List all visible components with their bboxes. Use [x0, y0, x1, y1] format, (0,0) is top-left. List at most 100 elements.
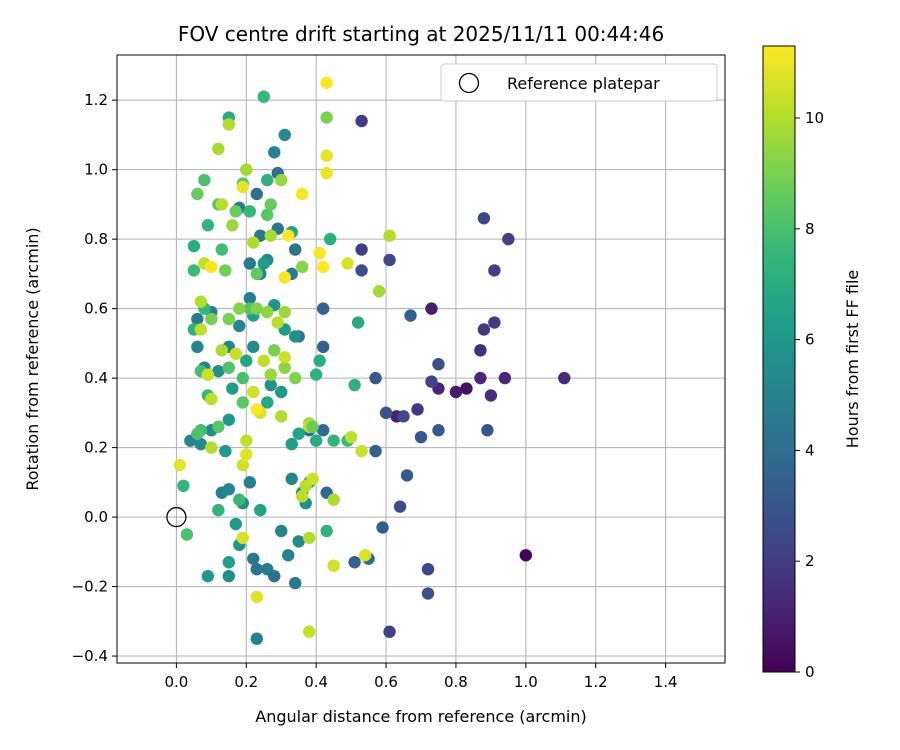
- data-point: [400, 469, 414, 482]
- data-point: [488, 264, 501, 277]
- data-point: [488, 316, 501, 329]
- data-point: [205, 260, 218, 274]
- data-point: [411, 403, 424, 416]
- data-point: [250, 187, 263, 201]
- data-point: [316, 260, 330, 274]
- data-point: [355, 243, 368, 256]
- data-point: [268, 146, 281, 159]
- colorbar-tick-label: 8: [805, 220, 815, 238]
- data-point: [309, 434, 323, 447]
- data-point: [247, 236, 260, 249]
- data-point: [278, 351, 291, 364]
- data-point: [355, 444, 368, 458]
- data-point: [320, 166, 333, 180]
- data-point: [247, 340, 260, 354]
- data-point: [383, 625, 396, 638]
- y-tick-label: 1.0: [84, 161, 108, 179]
- data-point: [236, 371, 249, 385]
- data-point: [215, 243, 229, 256]
- data-point: [558, 371, 571, 385]
- reference-point-icon: [166, 506, 187, 528]
- data-point: [477, 323, 491, 336]
- data-point: [449, 385, 463, 399]
- legend: Reference platepar: [440, 63, 718, 102]
- data-point: [243, 476, 256, 489]
- data-point: [275, 173, 288, 187]
- x-tick-label: 1.2: [584, 673, 608, 691]
- data-point: [215, 198, 229, 211]
- data-point: [502, 232, 515, 246]
- data-point: [383, 253, 396, 267]
- data-point: [222, 569, 236, 583]
- data-point: [247, 385, 260, 399]
- data-point: [222, 118, 236, 131]
- data-point: [229, 347, 243, 360]
- x-tick-label: 0.0: [164, 673, 188, 691]
- data-point: [257, 354, 270, 367]
- data-point: [289, 371, 302, 385]
- data-point: [421, 587, 435, 600]
- data-point: [243, 205, 256, 218]
- data-point: [327, 559, 340, 572]
- data-point: [187, 264, 201, 277]
- data-point: [275, 410, 288, 423]
- data-point: [320, 76, 333, 89]
- data-point: [212, 142, 225, 156]
- data-point: [289, 243, 302, 256]
- data-point: [282, 229, 295, 242]
- data-point: [379, 406, 393, 420]
- colorbar-tick-label: 4: [805, 441, 815, 459]
- legend-marker-icon: [458, 72, 480, 94]
- data-point: [327, 434, 340, 447]
- data-point: [278, 361, 291, 374]
- data-point: [460, 382, 473, 395]
- data-point: [432, 424, 445, 437]
- data-point: [212, 364, 225, 378]
- plot-frame: [116, 54, 726, 664]
- y-tick-label: 1.2: [84, 91, 108, 109]
- data-point: [177, 479, 190, 493]
- x-tick-label: 0.6: [374, 673, 398, 691]
- data-point: [302, 625, 316, 638]
- grid: [117, 55, 725, 663]
- data-point: [222, 312, 236, 326]
- x-tick-label: 0.8: [444, 673, 468, 691]
- data-point: [240, 434, 253, 447]
- data-point: [194, 437, 208, 451]
- data-point: [481, 424, 494, 437]
- data-point: [264, 229, 277, 242]
- data-point: [306, 472, 319, 486]
- x-axis-ticks: 0.0 0.2 0.4 0.6 0.8 1.0 1.2 1.4: [164, 663, 678, 691]
- data-point: [271, 316, 284, 329]
- data-point: [243, 292, 256, 305]
- data-point: [355, 264, 368, 277]
- data-point: [261, 305, 274, 319]
- data-point: [320, 149, 333, 162]
- data-point: [327, 493, 340, 506]
- data-point: [289, 330, 302, 343]
- data-point: [341, 257, 354, 270]
- data-point: [222, 556, 236, 569]
- colorbar-gradient: [762, 45, 796, 673]
- data-point: [369, 371, 382, 385]
- data-point: [236, 396, 249, 409]
- data-point: [295, 490, 309, 503]
- data-point: [194, 295, 208, 308]
- data-point: [250, 590, 263, 604]
- data-point: [275, 524, 288, 538]
- legend-box: [440, 63, 718, 102]
- data-point: [393, 500, 407, 513]
- data-point: [250, 302, 263, 315]
- data-point: [233, 319, 246, 333]
- data-point: [180, 528, 194, 541]
- y-tick-label: −0.2: [72, 578, 108, 596]
- data-point: [275, 385, 288, 399]
- data-point: [268, 344, 281, 357]
- data-point: [240, 448, 253, 461]
- data-points: [173, 76, 571, 645]
- data-point: [215, 344, 229, 357]
- data-point: [250, 632, 263, 645]
- data-point: [316, 424, 330, 437]
- y-tick-label: 0.4: [84, 369, 108, 387]
